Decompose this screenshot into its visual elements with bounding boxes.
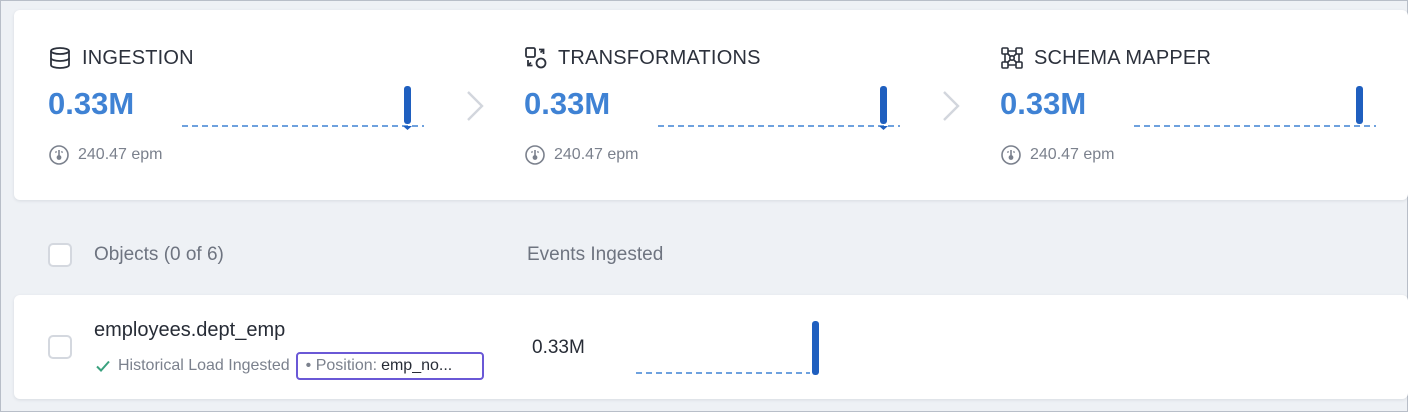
- object-name[interactable]: employees.dept_emp: [94, 319, 286, 341]
- stage-title-text: INGESTION: [82, 46, 194, 69]
- select-all-checkbox[interactable]: [48, 243, 72, 267]
- chevron-right-icon: [467, 91, 484, 121]
- chevron-right-icon: [943, 91, 960, 121]
- events-ingested-column-header: Events Ingested: [527, 244, 664, 265]
- stage-rate-text: 240.47 epm: [1030, 146, 1115, 163]
- stage-title: SCHEMA MAPPER: [1000, 45, 1211, 71]
- row-select-checkbox[interactable]: [48, 335, 72, 359]
- stage-sparkline: [182, 86, 424, 130]
- stage-title-text: SCHEMA MAPPER: [1034, 46, 1212, 69]
- stage-transformations[interactable]: TRANSFORMATIONS 0.33M 240.47 epm: [524, 10, 944, 200]
- stage-sparkline: [658, 86, 900, 130]
- position-value: emp_no...: [381, 357, 453, 374]
- objects-table-header: Objects (0 of 6) Events Ingested: [14, 228, 1408, 284]
- object-status-text: Historical Load Ingested: [118, 357, 290, 374]
- objects-column-header: Objects (0 of 6): [94, 244, 224, 265]
- database-icon: [48, 45, 74, 71]
- check-icon: [94, 357, 112, 375]
- stage-ingestion[interactable]: INGESTION 0.33M 240.47 epm: [48, 10, 468, 200]
- transform-icon: [524, 45, 550, 71]
- stage-rate: 240.47 epm: [524, 144, 639, 166]
- gauge-icon: [48, 144, 70, 166]
- stage-title: TRANSFORMATIONS: [524, 45, 761, 71]
- object-status: Historical Load Ingested • Position: emp…: [94, 351, 484, 381]
- events-ingested-count: 0.33M: [532, 337, 585, 358]
- position-badge[interactable]: • Position: emp_no...: [295, 352, 484, 380]
- stage-sparkline: [1134, 86, 1376, 127]
- stage-event-count: 0.33M: [524, 86, 611, 121]
- pipeline-stats-card: INGESTION 0.33M 240.47 epm: [14, 10, 1408, 200]
- stage-rate-text: 240.47 epm: [554, 146, 639, 163]
- table-row[interactable]: employees.dept_emp Historical Load Inges…: [14, 295, 1408, 399]
- gauge-icon: [524, 144, 546, 166]
- stage-rate: 240.47 epm: [48, 144, 163, 166]
- events-sparkline: [636, 321, 819, 375]
- stage-event-count: 0.33M: [1000, 86, 1087, 121]
- stage-title-text: TRANSFORMATIONS: [558, 46, 761, 69]
- stage-rate-text: 240.47 epm: [78, 146, 163, 163]
- stage-title: INGESTION: [48, 45, 194, 71]
- stage-rate: 240.47 epm: [1000, 144, 1115, 166]
- stage-event-count: 0.33M: [48, 86, 135, 121]
- stage-schema-mapper[interactable]: SCHEMA MAPPER 0.33M 240.47 epm: [1000, 10, 1400, 200]
- gauge-icon: [1000, 144, 1022, 166]
- position-label: • Position:: [305, 357, 378, 374]
- schema-mapper-icon: [1000, 45, 1026, 71]
